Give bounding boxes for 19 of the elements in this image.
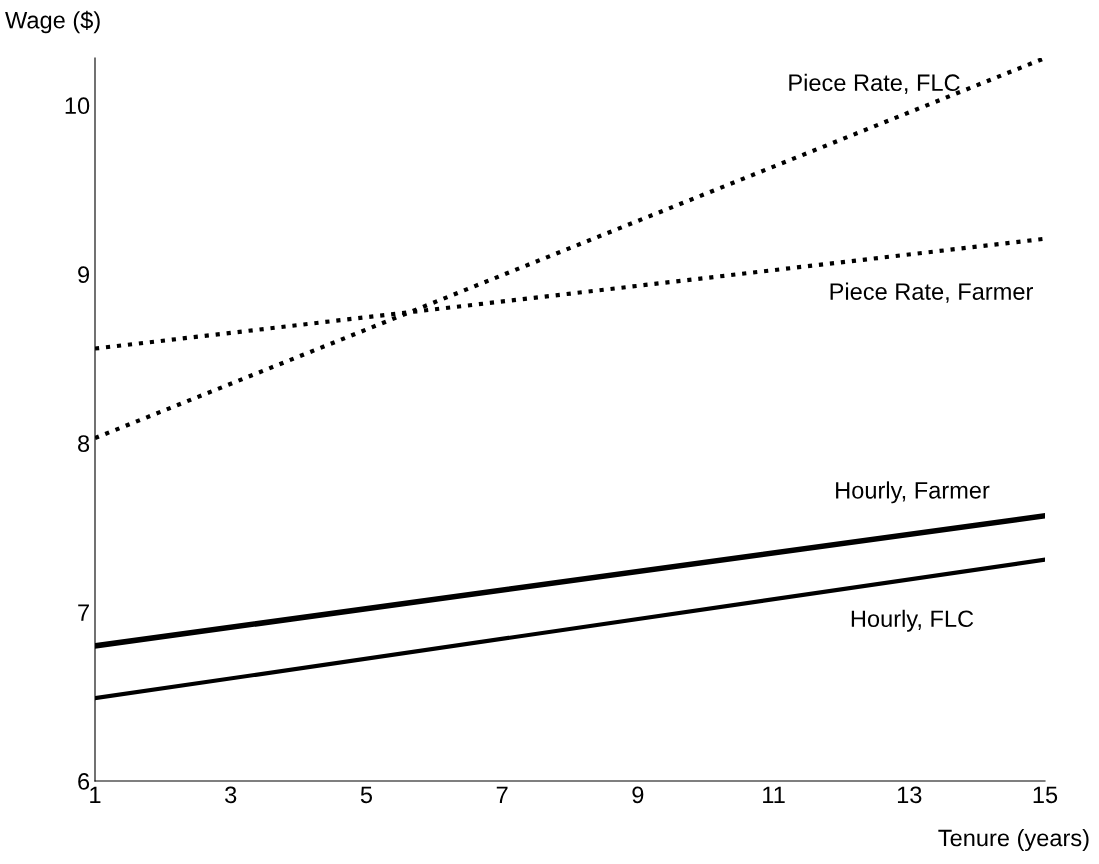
y-tick-label: 8 [78,435,90,452]
x-tick-label: 15 [1033,786,1058,804]
x-tick-label: 1 [90,786,101,803]
series-label: Piece Rate, Farmer [830,282,1033,303]
y-tick-label: 7 [78,604,89,621]
y-axis-title: Wage ($) [5,10,100,34]
series-label: Hourly, FLC [851,609,974,632]
x-axis-title: Tenure (years) [938,828,1089,852]
y-tick-label: 10 [65,97,90,115]
x-tick-label: 5 [360,786,372,804]
x-tick-label: 7 [496,786,508,803]
x-tick-label: 13 [897,786,922,804]
series-label: Hourly, Farmer [836,481,990,504]
x-tick-label: 3 [225,786,237,804]
x-tick-label: 9 [632,786,644,804]
y-tick-label: 9 [78,266,90,284]
x-tick-label: 11 [763,786,785,803]
y-tick-label: 6 [78,773,90,790]
series-label: Piece Rate, FLC [789,73,960,94]
